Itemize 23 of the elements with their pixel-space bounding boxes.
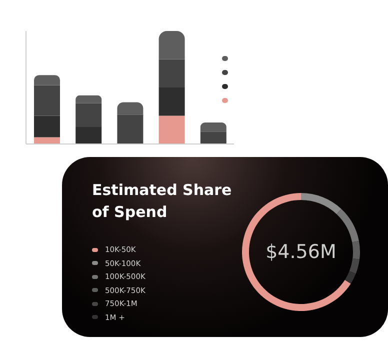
bar — [34, 75, 60, 86]
chart-title: Estimated Share of Spend — [92, 180, 233, 223]
bar — [158, 116, 185, 144]
bar — [200, 122, 226, 132]
bar — [158, 88, 185, 116]
text: $4.56M — [266, 241, 336, 263]
bar — [76, 127, 102, 144]
donut-slice — [242, 193, 351, 311]
bar — [34, 137, 60, 144]
bar — [200, 132, 226, 144]
bar — [76, 95, 102, 104]
donut-slice — [344, 271, 356, 284]
bar — [158, 31, 185, 60]
bar — [34, 85, 60, 116]
bar — [76, 103, 102, 128]
bar — [117, 114, 144, 144]
donut-slice — [336, 208, 359, 242]
donut-slice — [301, 193, 342, 214]
donut-slice — [352, 240, 360, 260]
bar — [117, 102, 144, 115]
bar — [158, 59, 185, 88]
donut-slice — [349, 258, 360, 274]
bar — [34, 116, 60, 138]
